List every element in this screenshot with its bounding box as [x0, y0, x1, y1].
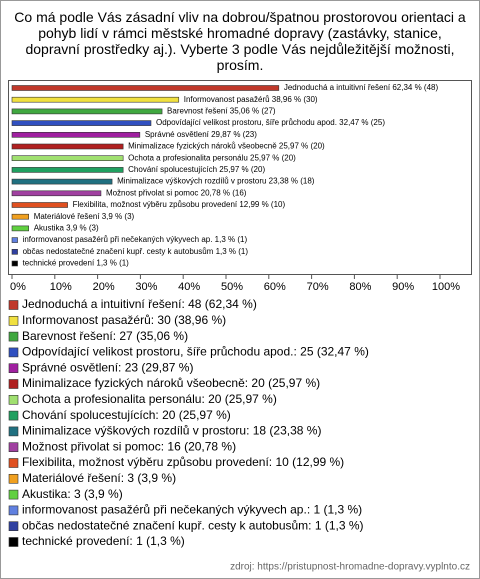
x-tick-label: 100% [432, 281, 460, 293]
legend-swatch [8, 331, 19, 342]
legend-label: Odpovídající velikost prostoru, šíře prů… [22, 345, 369, 359]
source: zdroj: https://pristupnost-hromadne-dopr… [230, 562, 470, 573]
bar [11, 178, 113, 185]
legend-swatch [8, 379, 19, 389]
x-tick-label: 10% [50, 281, 72, 293]
data-label: Informovanost pasažérů 38,96 % (30) [184, 95, 318, 104]
data-label: Odpovídající velikost prostoru, šíře prů… [156, 118, 385, 127]
x-tick-label: 0% [10, 281, 26, 293]
legend-swatch [8, 300, 19, 310]
bar [11, 96, 180, 103]
legend-swatch [8, 394, 19, 405]
legend-label: Informovanost pasažérů: 30 (38,96 %) [22, 313, 226, 327]
legend-label: informovanost pasažérů při nečekaných vý… [22, 503, 362, 517]
legend-swatch [8, 521, 19, 532]
legend-swatch [8, 442, 19, 453]
bar [11, 167, 124, 173]
x-tick-label: 40% [178, 281, 200, 293]
legend-swatch [8, 410, 19, 421]
data-label: Správné osvětlení 29,87 % (23) [145, 130, 257, 139]
x-tick-label: 50% [221, 281, 243, 293]
legend-swatch [8, 489, 19, 500]
data-label: Materiálové řešení 3,9 % (3) [34, 212, 135, 221]
data-label: Flexibilita, možnost výběru způsobu prov… [73, 200, 286, 209]
legend-label: Minimalizace fyzických nároků všeobecně:… [22, 376, 320, 390]
x-tick-label: 60% [264, 281, 286, 293]
legend-label: Chování spolucestujících: 20 (25,97 %) [22, 408, 231, 422]
legend-label: Akustika: 3 (3,9 %) [22, 487, 123, 501]
legend-label: Flexibilita, možnost výběru způsobu prov… [22, 455, 344, 469]
bar [11, 155, 124, 161]
bar [11, 108, 163, 115]
legend-label: Možnost přivolat si pomoc: 16 (20,78 %) [22, 439, 236, 453]
bar [11, 120, 152, 126]
bar [11, 260, 18, 267]
legend-swatch [8, 363, 19, 374]
data-label: občas nedostatečné značení kupř. cesty k… [23, 247, 249, 256]
bar [11, 225, 29, 232]
bar [11, 190, 102, 197]
legend-label: Materiálové řešení: 3 (3,9 %) [22, 471, 176, 485]
x-tick-label: 80% [349, 281, 371, 293]
legend-swatch [8, 537, 19, 547]
x-tick-label: 70% [307, 281, 329, 293]
data-label: Ochota a profesionalita personálu 25,97 … [128, 153, 296, 162]
data-label: informovanost pasažérů při nečekaných vý… [23, 235, 248, 244]
bar [11, 132, 141, 138]
bar [11, 202, 68, 208]
legend-label: Jednoduchá a intuitivní řešení: 48 (62,3… [22, 297, 257, 311]
legend-label: Ochota a profesionalita personálu: 20 (2… [22, 392, 277, 406]
legend-label: technické provedení: 1 (1,3 %) [22, 534, 185, 548]
legend-swatch [8, 315, 19, 326]
legend-swatch [8, 426, 19, 437]
legend-label: Minimalizace výškových rozdílů v prostor… [22, 424, 321, 438]
legend-swatch [8, 505, 19, 516]
bar [11, 85, 280, 91]
data-label: Minimalizace fyzických nároků všeobecně … [128, 142, 325, 151]
bar [11, 237, 18, 243]
data-label: technické provedení 1,3 % (1) [23, 259, 130, 268]
x-tick-label: 30% [135, 281, 157, 293]
legend-label: občas nedostatečné značení kupř. cesty k… [22, 518, 364, 532]
legend-swatch [8, 347, 19, 358]
legend-swatch [8, 473, 19, 484]
data-label: Jednoduchá a intuitivní řešení 62,34 % (… [284, 83, 439, 92]
data-label: Akustika 3,9 % (3) [34, 224, 99, 233]
data-label: Možnost přivolat si pomoc 20,78 % (16) [106, 188, 247, 197]
legend-label: Správné osvětlení: 23 (29,87 %) [22, 360, 193, 374]
bar [11, 213, 29, 220]
x-tick-label: 90% [392, 281, 414, 293]
x-tick-label: 20% [93, 281, 115, 293]
data-label: Minimalizace výškových rozdílů v prostor… [117, 177, 315, 186]
chart-title: Co má podle Vás zásadní vliv na dobrou/š… [14, 9, 466, 73]
data-label: Chování spolucestujících 25,97 % (20) [128, 165, 265, 174]
bar [11, 143, 124, 150]
bar [11, 249, 18, 255]
data-label: Barevnost řešení 35,06 % (27) [167, 107, 276, 116]
legend-label: Barevnost řešení: 27 (35,06 %) [22, 329, 188, 343]
legend-swatch [8, 458, 19, 468]
